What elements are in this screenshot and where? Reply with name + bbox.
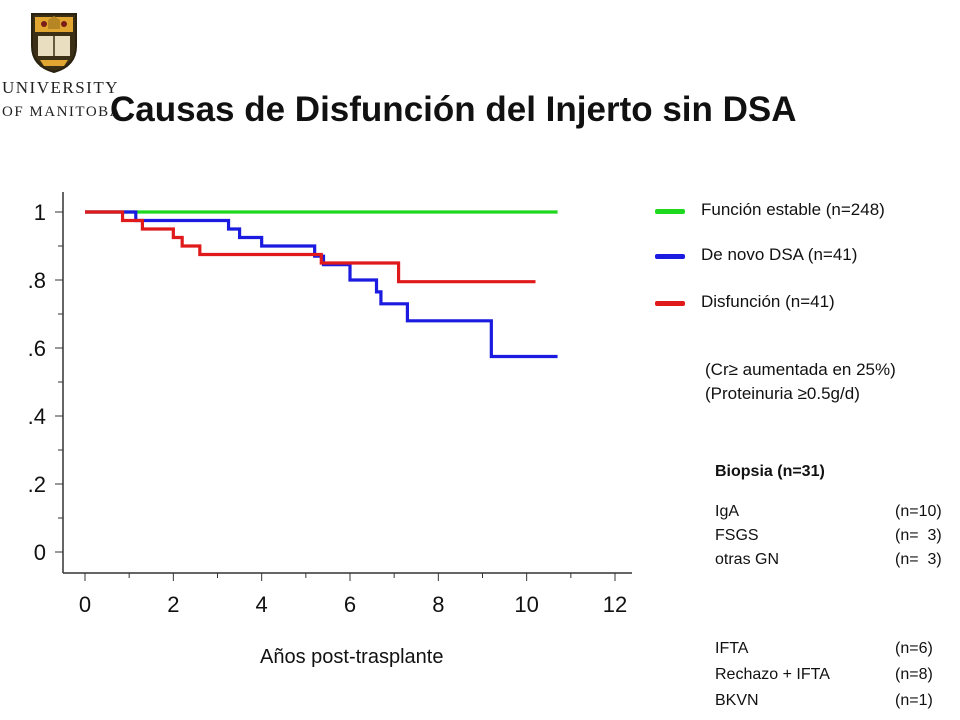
chart-series xyxy=(85,210,558,359)
y-tick-label: .6 xyxy=(28,336,46,361)
x-tick-label: 10 xyxy=(514,592,538,617)
legend-label: Función estable (n=248) xyxy=(701,200,885,219)
note-proteinuria: (Proteinuria ≥0.5g/d) xyxy=(705,384,860,403)
x-tick-label: 6 xyxy=(344,592,356,617)
biopsy-row: IgA (n=10) xyxy=(715,503,960,525)
biopsy-name: IgA xyxy=(715,503,740,520)
x-tick-label: 2 xyxy=(167,592,179,617)
biopsy-header: Biopsia (n=31) xyxy=(715,463,825,480)
x-tick-label: 0 xyxy=(79,592,91,617)
page-title: Causas de Disfunción del Injerto sin DSA xyxy=(110,90,797,129)
y-tick-label: .4 xyxy=(28,404,46,429)
y-tick-label: 0 xyxy=(34,540,46,565)
biopsy-row: FSGS (n= 3) xyxy=(715,527,960,549)
biopsy-count: (n=1) xyxy=(895,692,933,709)
biopsy-count: (n=6) xyxy=(895,640,933,657)
note-creatinine: (Cr≥ aumentada en 25%) xyxy=(705,360,896,379)
y-tick-label: .8 xyxy=(28,268,46,293)
legend-swatch xyxy=(655,209,685,214)
university-logo: UNIVERSITY OF MANITOBA xyxy=(0,0,120,130)
biopsy-count: (n=10) xyxy=(895,503,942,520)
university-name-line2: OF MANITOBA xyxy=(2,104,122,120)
legend-item-de-novo-dsa: De novo DSA (n=41) xyxy=(655,245,955,269)
biopsy-name: IFTA xyxy=(715,640,749,657)
biopsy-name: otras GN xyxy=(715,551,780,568)
chart-axes: 0.2.4.6.810 2 4 6 8 10 12 xyxy=(28,192,632,617)
legend-label: De novo DSA (n=41) xyxy=(701,245,858,264)
biopsy-count: (n= 3) xyxy=(895,527,942,544)
x-tick-label: 8 xyxy=(432,592,444,617)
x-tick-label: 4 xyxy=(256,592,268,617)
biopsy-row: otras GN (n= 3) xyxy=(715,551,960,573)
series-line-1 xyxy=(85,210,558,359)
biopsy-name: BKVN xyxy=(715,692,759,709)
legend-swatch xyxy=(655,254,685,259)
series-line-2 xyxy=(85,210,536,284)
legend-item-funcion-estable: Función estable (n=248) xyxy=(655,200,955,224)
legend-label: Disfunción (n=41) xyxy=(701,292,835,311)
legend-swatch xyxy=(655,301,685,306)
biopsy-name: FSGS xyxy=(715,527,759,544)
biopsy-row: IFTA (n=6) xyxy=(715,640,960,662)
y-tick-label: 1 xyxy=(34,200,46,225)
university-crest-icon xyxy=(31,13,77,74)
y-tick-label: .2 xyxy=(28,472,46,497)
legend-item-disfuncion: Disfunción (n=41) xyxy=(655,292,955,316)
x-axis-label: Años post-trasplante xyxy=(260,646,444,668)
x-tick-label: 12 xyxy=(603,592,627,617)
biopsy-count: (n= 3) xyxy=(895,551,942,568)
university-name-line1: UNIVERSITY xyxy=(2,78,119,97)
biopsy-count: (n=8) xyxy=(895,666,933,683)
biopsy-row: BKVN (n=1) xyxy=(715,692,960,714)
biopsy-row: Rechazo + IFTA (n=8) xyxy=(715,666,960,688)
biopsy-name: Rechazo + IFTA xyxy=(715,666,830,683)
